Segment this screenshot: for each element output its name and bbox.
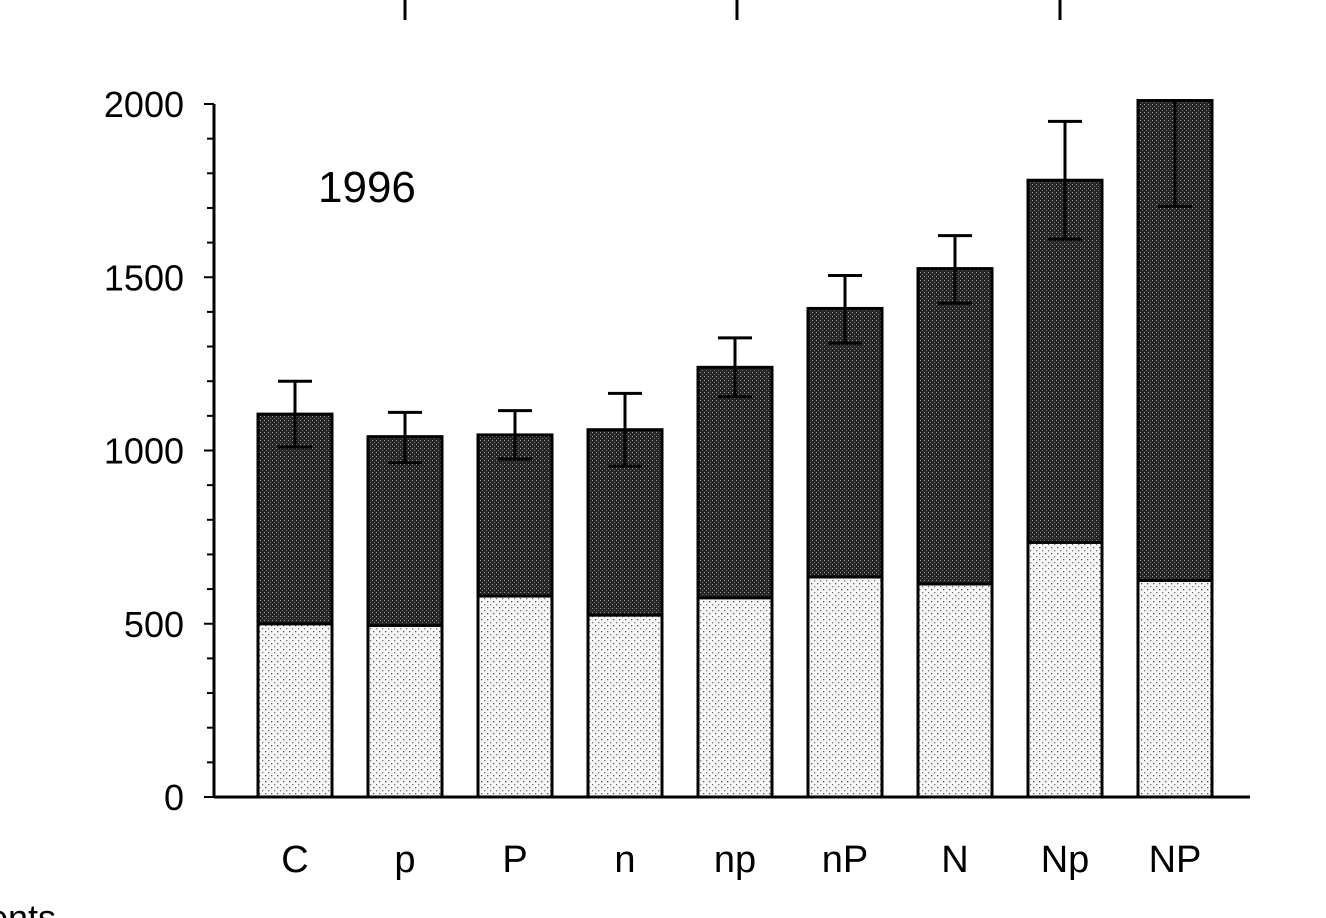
error-bar-p (388, 410, 422, 465)
bar-lower-segment-nP (806, 575, 884, 799)
bar-lower-segment-C (256, 622, 334, 799)
error-bar-P (498, 409, 532, 461)
x-label-NP: NP (1149, 839, 1202, 881)
error-bar-n (608, 391, 642, 468)
bar-upper-segment-N (916, 267, 994, 586)
error-bar-C (278, 379, 312, 449)
y-tick-label: 1000 (104, 431, 184, 472)
x-label-N: N (941, 839, 968, 881)
error-bar-nP (828, 274, 862, 345)
error-bar-np (718, 336, 752, 399)
error-bars-layer (278, 99, 1192, 468)
x-label-n: n (614, 839, 635, 881)
y-tick-labels: 0 500 1000 1500 2000 (104, 84, 184, 818)
bar-lower-segment-Np (1026, 540, 1104, 799)
top-cutoff-ticks (403, 0, 1062, 20)
bar-lower-segment-n (586, 613, 664, 799)
x-label-P: P (502, 839, 527, 881)
y-tick-label: 1500 (104, 257, 184, 298)
x-label-C: C (281, 839, 308, 881)
bar-lower-segment-P (476, 594, 554, 799)
error-bar-NP (1158, 99, 1192, 208)
y-tick-label: 2000 (104, 84, 184, 125)
x-label-Np: Np (1041, 839, 1090, 881)
bar-lower-segment-p (366, 623, 444, 799)
bar-lower-segment-N (916, 582, 994, 799)
y-tick-label: 0 (164, 777, 184, 818)
bar-upper-segment-np (696, 365, 774, 600)
x-label-np: np (714, 839, 756, 881)
bars-layer (256, 99, 1214, 799)
year-annotation: 1996 (318, 163, 416, 212)
error-bar-Np (1048, 119, 1082, 241)
axes-layer (204, 103, 1250, 799)
cutoff-text-fragment: ents (0, 897, 56, 918)
error-bar-N (938, 234, 972, 305)
bar-upper-segment-P (476, 433, 554, 598)
x-label-nP: nP (822, 839, 868, 881)
bar-upper-segment-nP (806, 306, 884, 579)
bar-lower-segment-NP (1136, 578, 1214, 799)
x-label-p: p (394, 839, 415, 881)
bar-lower-segment-np (696, 596, 774, 799)
y-tick-label: 500 (124, 604, 184, 645)
bar-upper-segment-p (366, 435, 444, 627)
